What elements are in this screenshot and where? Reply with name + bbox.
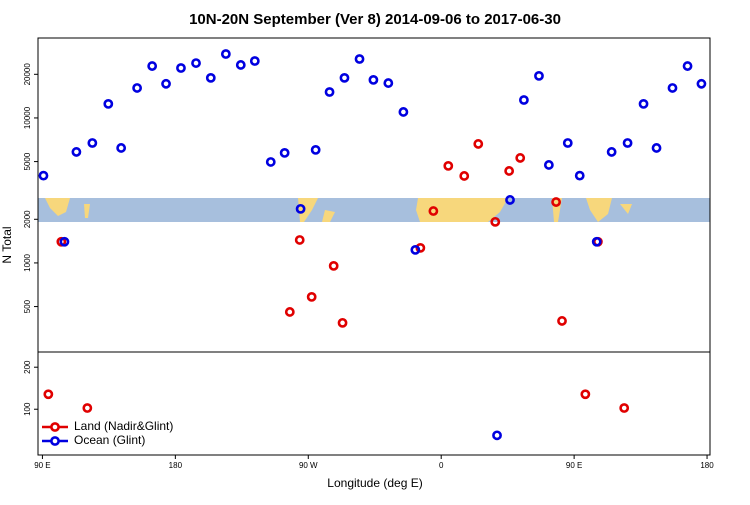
point [235, 60, 246, 70]
point [191, 58, 201, 68]
point [606, 147, 617, 157]
point [551, 197, 562, 207]
point [176, 63, 186, 73]
point [638, 98, 649, 109]
point [116, 143, 127, 153]
point [294, 235, 305, 245]
point [368, 74, 379, 85]
point [324, 87, 335, 97]
x-axis-label: Longitude (deg E) [327, 476, 422, 490]
point [696, 78, 707, 89]
point [59, 236, 70, 247]
point [580, 389, 591, 400]
point [383, 78, 394, 88]
point [103, 98, 114, 109]
point [161, 78, 171, 89]
point [339, 72, 350, 83]
point [492, 430, 502, 441]
y-tick-label: 500 [23, 299, 32, 313]
point [428, 206, 439, 216]
point [622, 138, 633, 148]
x-tick-label: 90 E [566, 461, 582, 470]
point [265, 157, 276, 167]
point [43, 389, 54, 400]
point [398, 107, 409, 117]
y-tick-label: 20000 [23, 63, 32, 86]
point [284, 307, 295, 317]
x-tick-label: 90 W [299, 461, 318, 470]
y-tick-label: 10000 [23, 106, 32, 129]
point [534, 70, 544, 81]
point [132, 83, 143, 93]
point [515, 153, 526, 163]
chart-title: 10N-20N September (Ver 8) 2014-09-06 to … [189, 11, 561, 28]
legend-label: Ocean (Glint) [74, 433, 145, 447]
plot-frame [37, 351, 711, 456]
point [295, 203, 306, 214]
legend-item: Ocean (Glint) [42, 433, 145, 447]
point [505, 195, 515, 205]
y-tick-label: 1000 [23, 253, 32, 271]
point [490, 216, 501, 227]
point [619, 403, 630, 413]
x-tick-label: 90 E [34, 461, 50, 470]
legend-marker [50, 436, 60, 446]
point [310, 145, 321, 155]
point [519, 95, 529, 105]
y-tick-label: 2000 [23, 210, 32, 228]
point [591, 236, 602, 247]
legend-item: Land (Nadir&Glint) [42, 419, 173, 433]
point [87, 138, 98, 148]
y-tick-label: 5000 [23, 152, 32, 170]
y-tick-label: 200 [23, 360, 32, 374]
point [306, 291, 317, 302]
y-tick-label: 100 [23, 402, 32, 416]
point [557, 316, 567, 326]
legend-label: Land (Nadir&Glint) [74, 419, 173, 433]
point [667, 83, 678, 93]
map-strip [38, 198, 710, 222]
point [443, 160, 454, 171]
y-axis-label: N Total [0, 226, 14, 263]
point [651, 143, 662, 153]
point [574, 170, 585, 181]
legend-marker [50, 422, 60, 432]
point [682, 61, 693, 71]
point [504, 166, 515, 176]
point [328, 260, 339, 271]
point [220, 49, 231, 59]
point [543, 160, 554, 170]
x-tick-label: 0 [439, 461, 444, 470]
point [205, 72, 216, 83]
point [249, 56, 260, 66]
x-tick-label: 180 [169, 461, 183, 470]
x-tick-label: 180 [700, 461, 714, 470]
point [562, 138, 573, 148]
point [82, 403, 93, 413]
point [147, 61, 158, 71]
point [71, 147, 82, 157]
point [354, 54, 365, 64]
point [459, 171, 470, 181]
point [410, 244, 421, 255]
point [38, 170, 49, 181]
point [279, 148, 290, 158]
point [337, 317, 348, 328]
point [473, 139, 484, 149]
